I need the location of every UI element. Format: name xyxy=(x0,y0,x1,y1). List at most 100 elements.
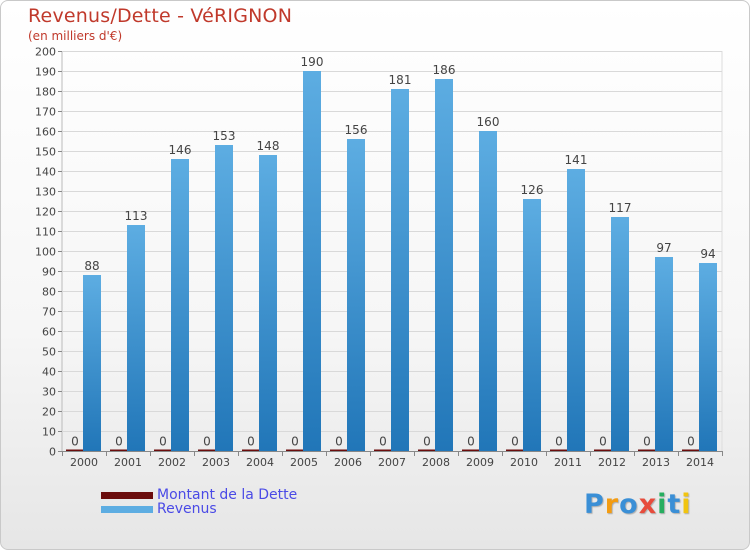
ytick-label-10: 10 xyxy=(42,426,56,439)
revenue-bar-2004 xyxy=(259,155,277,451)
revenue-bar-2002 xyxy=(171,159,189,451)
logo-letter: i xyxy=(681,489,692,520)
logo-letter: i xyxy=(657,489,668,520)
ytick-label-160: 160 xyxy=(35,126,56,139)
revenue-value-label-2014: 94 xyxy=(700,247,715,261)
revenue-value-label-2004: 148 xyxy=(257,139,280,153)
debt-value-label-2003: 0 xyxy=(203,435,211,449)
ytick-label-80: 80 xyxy=(42,286,56,299)
debt-bar-2012 xyxy=(594,449,612,451)
debt-value-label-2000: 0 xyxy=(71,435,79,449)
debt-bar-2005 xyxy=(286,449,304,451)
debt-bar-2002 xyxy=(154,449,172,451)
revenue-value-label-2010: 126 xyxy=(521,183,544,197)
ytick-label-120: 120 xyxy=(35,206,56,219)
ytick-label-190: 190 xyxy=(35,66,56,79)
revenue-value-label-2013: 97 xyxy=(656,241,671,255)
xtick-label-2007: 2007 xyxy=(378,456,406,469)
revenue-bar-2005 xyxy=(303,71,321,451)
revenue-bar-2010 xyxy=(523,199,541,451)
revenue-value-label-2002: 146 xyxy=(169,143,192,157)
debt-value-label-2010: 0 xyxy=(511,435,519,449)
revenue-value-label-2011: 141 xyxy=(565,153,588,167)
chart-title: Revenus/Dette - VéRIGNON xyxy=(28,5,293,27)
logo-letter: P xyxy=(584,489,605,520)
debt-value-label-2004: 0 xyxy=(247,435,255,449)
debt-bar-2007 xyxy=(374,449,392,451)
debt-bar-2004 xyxy=(242,449,260,451)
debt-bar-2011 xyxy=(550,449,568,451)
logo-letter: x xyxy=(638,489,658,520)
x-axis: 2000 2001 2002 2003 2004 2005 2006 2007 2008 2009… xyxy=(62,451,723,469)
ytick-label-40: 40 xyxy=(42,366,56,379)
ytick-label-100: 100 xyxy=(35,246,56,259)
xtick-label-2000: 2000 xyxy=(70,456,98,469)
legend-item-revenue: Revenus xyxy=(101,501,217,517)
debt-value-label-2001: 0 xyxy=(115,435,123,449)
xtick-label-2008: 2008 xyxy=(422,456,450,469)
ytick-label-70: 70 xyxy=(42,306,56,319)
revenue-value-label-2007: 181 xyxy=(389,73,412,87)
ytick-label-0: 0 xyxy=(49,446,56,459)
xtick-label-2005: 2005 xyxy=(290,456,318,469)
revenue-value-label-2000: 88 xyxy=(84,259,99,273)
revenue-value-label-2009: 160 xyxy=(477,115,500,129)
debt-bar-2003 xyxy=(198,449,216,451)
debt-value-label-2011: 0 xyxy=(555,435,563,449)
xtick-label-2004: 2004 xyxy=(246,456,274,469)
legend-item-debt: Montant de la Dette xyxy=(101,487,298,503)
debt-bar-2014 xyxy=(682,449,700,451)
debt-value-label-2014: 0 xyxy=(687,435,695,449)
ytick-label-180: 180 xyxy=(35,86,56,99)
debt-bar-2010 xyxy=(506,449,524,451)
ytick-label-150: 150 xyxy=(35,146,56,159)
xtick-label-2012: 2012 xyxy=(598,456,626,469)
xtick-label-2002: 2002 xyxy=(158,456,186,469)
debt-bar-2009 xyxy=(462,449,480,451)
xtick-label-2001: 2001 xyxy=(114,456,142,469)
debt-bar-2006 xyxy=(330,449,348,451)
revenue-value-label-2003: 153 xyxy=(213,129,236,143)
revenue-value-label-2008: 186 xyxy=(433,63,456,77)
debt-value-label-2009: 0 xyxy=(467,435,475,449)
legend-label-debt: Montant de la Dette xyxy=(157,487,298,503)
revenue-bar-2014 xyxy=(699,263,717,451)
revenue-bar-2012 xyxy=(611,217,629,451)
debt-bar-2008 xyxy=(418,449,436,451)
debt-value-label-2013: 0 xyxy=(643,435,651,449)
xtick-label-2011: 2011 xyxy=(554,456,582,469)
xtick-label-2014: 2014 xyxy=(686,456,714,469)
debt-value-label-2005: 0 xyxy=(291,435,299,449)
revenue-bar-2009 xyxy=(479,131,497,451)
ytick-label-130: 130 xyxy=(35,186,56,199)
revenue-bar-2008 xyxy=(435,79,453,451)
revenue-bar-2000 xyxy=(83,275,101,451)
ytick-label-60: 60 xyxy=(42,326,56,339)
legend-swatch-debt xyxy=(101,491,153,499)
ytick-label-50: 50 xyxy=(42,346,56,359)
ytick-label-200: 200 xyxy=(35,46,56,59)
revenue-bar-2001 xyxy=(127,225,145,451)
xtick-label-2010: 2010 xyxy=(510,456,538,469)
ytick-label-170: 170 xyxy=(35,106,56,119)
ytick-label-140: 140 xyxy=(35,166,56,179)
logo-letter: o xyxy=(619,489,639,520)
debt-value-label-2008: 0 xyxy=(423,435,431,449)
debt-bar-2001 xyxy=(110,449,128,451)
legend-swatch-revenue xyxy=(101,505,153,513)
legend-label-revenue: Revenus xyxy=(157,501,217,517)
revenue-value-label-2012: 117 xyxy=(609,201,632,215)
ytick-label-90: 90 xyxy=(42,266,56,279)
ytick-label-20: 20 xyxy=(42,406,56,419)
revenue-bar-2013 xyxy=(655,257,673,451)
ytick-label-110: 110 xyxy=(35,226,56,239)
ytick-label-30: 30 xyxy=(42,386,56,399)
revenue-value-label-2006: 156 xyxy=(345,123,368,137)
revenue-bar-2006 xyxy=(347,139,365,451)
debt-value-label-2002: 0 xyxy=(159,435,167,449)
proxiti-logo: Proxiti xyxy=(584,489,692,520)
xtick-label-2013: 2013 xyxy=(642,456,670,469)
revenue-bar-2007 xyxy=(391,89,409,451)
logo-letter: r xyxy=(604,489,620,520)
